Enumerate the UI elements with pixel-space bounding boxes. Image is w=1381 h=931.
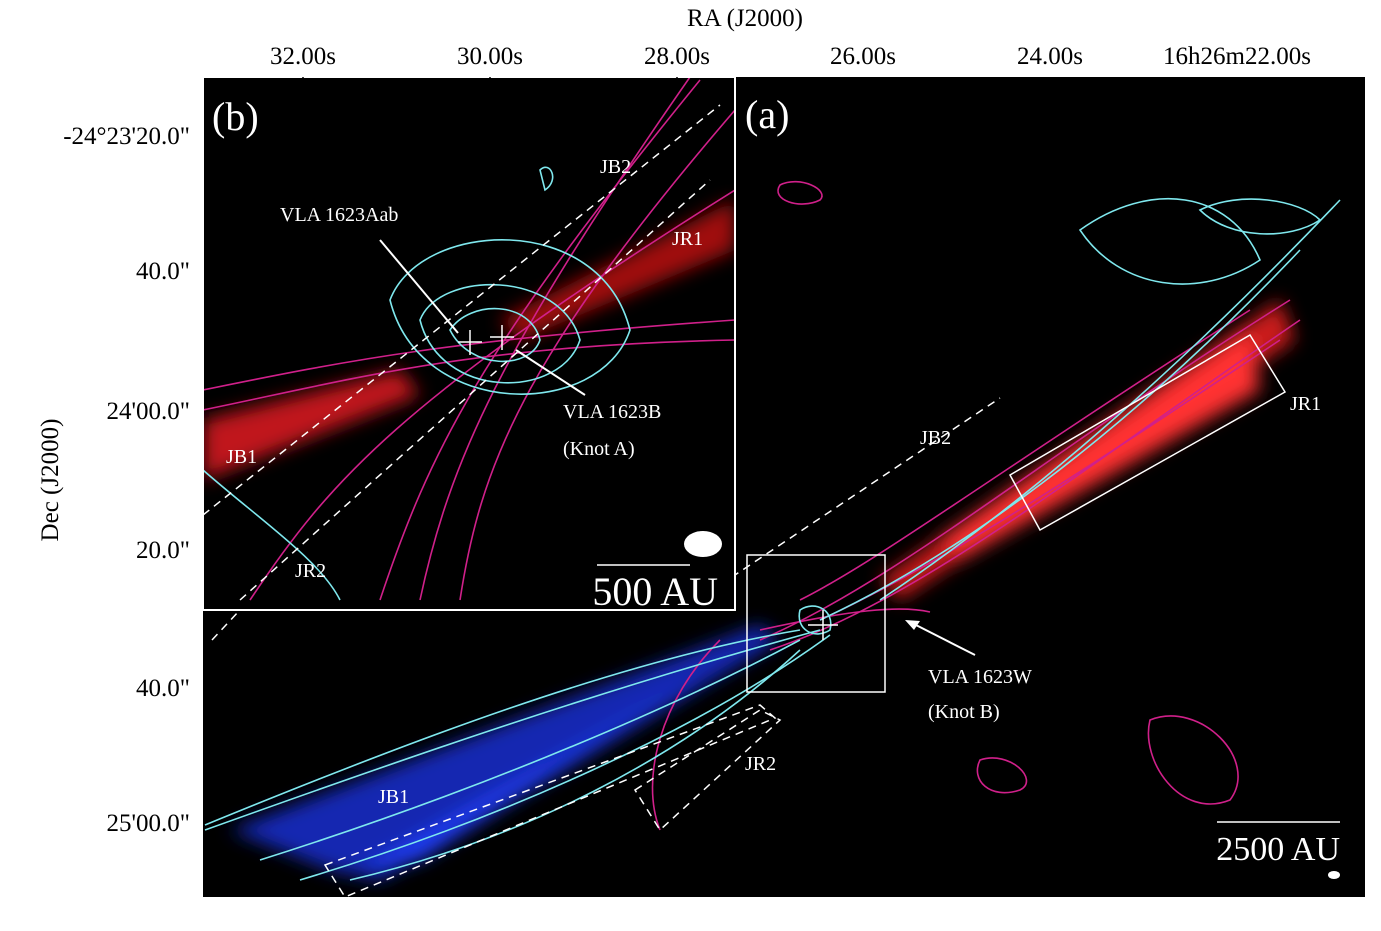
annotation: VLA 1623B xyxy=(563,401,661,423)
inset-b xyxy=(202,76,736,611)
x-tick-label: 32.00s xyxy=(270,43,336,70)
scale-bar-label: 2500 AU xyxy=(1216,831,1340,868)
annotation: (Knot A) xyxy=(563,438,635,460)
annotation: JB1 xyxy=(226,446,257,468)
annotation: JR2 xyxy=(295,560,326,582)
panel-label: (b) xyxy=(212,94,259,139)
x-axis-title: RA (J2000) xyxy=(687,5,803,32)
image-a xyxy=(204,77,1365,897)
x-tick-label: 30.00s xyxy=(457,43,523,70)
annotation: JR1 xyxy=(672,228,703,250)
annotation: VLA 1623Aab xyxy=(280,204,398,226)
annotation: (Knot B) xyxy=(928,701,1000,723)
y-axis-title: Dec (J2000) xyxy=(37,419,64,542)
y-tick-label: -24°23'20.0" xyxy=(63,123,190,150)
y-tick-label: 20.0" xyxy=(136,537,190,564)
x-tick-label: 16h26m22.00s xyxy=(1163,43,1311,70)
y-tick-label: 25'00.0" xyxy=(107,810,190,837)
annotation: VLA 1623W xyxy=(928,666,1032,688)
y-tick-label: 40.0" xyxy=(136,675,190,702)
annotation: JR2 xyxy=(745,753,776,775)
annotation: JB1 xyxy=(378,786,409,808)
annotation: JB2 xyxy=(920,427,951,449)
annotation: JB2 xyxy=(600,156,631,178)
ticks xyxy=(302,77,1238,87)
x-tick-label: 28.00s xyxy=(644,43,710,70)
scale-bar-label: 500 AU xyxy=(592,569,718,614)
y-tick-label: 24'00.0" xyxy=(107,398,190,425)
x-tick-label: 24.00s xyxy=(1017,43,1083,70)
x-tick-label: 26.00s xyxy=(830,43,896,70)
y-tick-label: 40.0" xyxy=(136,258,190,285)
panel-label: (a) xyxy=(745,92,789,137)
annotation: JR1 xyxy=(1290,393,1321,415)
